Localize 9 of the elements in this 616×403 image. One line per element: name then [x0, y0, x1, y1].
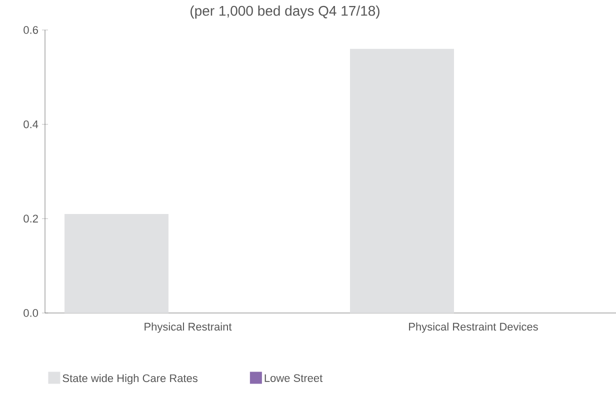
y-tick-label: 0.2	[24, 214, 38, 223]
legend-label: Lowe Street	[264, 374, 323, 382]
x-tick-label: Physical Restraint Devices	[409, 322, 538, 333]
y-tick-label: 0.0	[24, 309, 38, 317]
x-tick-label: Physical Restraint	[144, 322, 232, 333]
y-tick-label: 0.4	[24, 120, 38, 128]
y-tick-label: 0.6	[24, 26, 38, 34]
legend-label: State wide High Care Rates	[62, 374, 198, 384]
chart-subtitle: (per 1,000 bed days Q4 17/18)	[190, 6, 380, 19]
